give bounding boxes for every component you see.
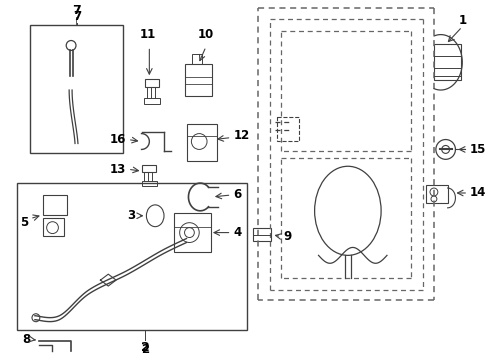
- Bar: [42, 195, 67, 215]
- Bar: [277, 117, 298, 140]
- Bar: [141, 181, 157, 186]
- Bar: [145, 79, 159, 87]
- Text: 1: 1: [457, 14, 466, 27]
- Text: 9: 9: [283, 230, 291, 243]
- Bar: [252, 228, 270, 242]
- Text: 6: 6: [233, 189, 241, 202]
- Bar: [142, 165, 156, 172]
- Text: 13: 13: [109, 163, 125, 176]
- Bar: [192, 54, 202, 64]
- Bar: [144, 98, 160, 104]
- Text: 15: 15: [469, 143, 486, 156]
- Text: 16: 16: [109, 133, 125, 146]
- Bar: [17, 183, 246, 330]
- Text: 14: 14: [469, 186, 486, 199]
- Bar: [433, 45, 460, 80]
- Text: 12: 12: [233, 129, 249, 142]
- Text: 3: 3: [127, 209, 135, 222]
- Bar: [30, 25, 122, 153]
- Text: 8: 8: [22, 333, 30, 346]
- Text: 4: 4: [233, 226, 241, 239]
- Text: 11: 11: [139, 27, 155, 41]
- Bar: [184, 64, 211, 96]
- Text: 2: 2: [141, 343, 149, 356]
- Bar: [425, 185, 447, 203]
- Text: 7: 7: [73, 10, 81, 23]
- Bar: [173, 213, 210, 252]
- Text: 10: 10: [198, 27, 214, 41]
- Bar: [187, 124, 216, 161]
- Text: 7: 7: [72, 4, 81, 17]
- Text: 5: 5: [20, 216, 28, 229]
- Bar: [42, 218, 64, 235]
- Text: 2: 2: [141, 341, 149, 354]
